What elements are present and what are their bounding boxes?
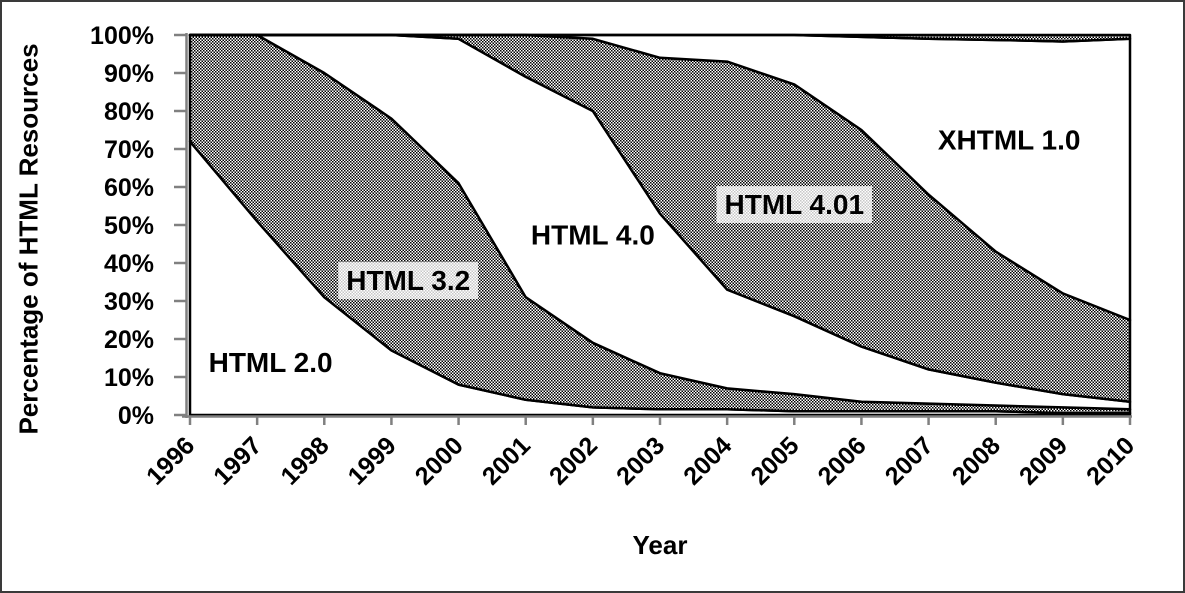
x-tick-label-2007: 2007	[880, 431, 939, 490]
region-label-box-html-3-2	[338, 262, 479, 300]
y-tick-label-60: 60%	[104, 174, 154, 202]
x-tick-label-1997: 1997	[208, 431, 267, 490]
y-tick-label-10: 10%	[104, 364, 154, 392]
region-label-html-4-0: HTML 4.0	[531, 220, 655, 251]
x-tick-label-2003: 2003	[611, 431, 670, 490]
x-tick-label-2004: 2004	[678, 431, 737, 490]
x-tick-label-2006: 2006	[813, 431, 872, 490]
region-label-xhtml-1-0: XHTML 1.0	[938, 125, 1081, 156]
x-tick-label-2009: 2009	[1014, 431, 1073, 490]
x-tick-label-2001: 2001	[477, 431, 536, 490]
region-label-box-html-4-01	[716, 186, 873, 224]
x-tick-label-1998: 1998	[275, 431, 334, 490]
area-unlabeled-top-sliver	[188, 33, 1132, 43]
x-tick-label-2010: 2010	[1081, 431, 1140, 490]
x-tick-label-2002: 2002	[544, 431, 603, 490]
x-tick-label-2005: 2005	[745, 431, 804, 490]
y-tick-label-100: 100%	[90, 22, 154, 50]
x-tick-label-1996: 1996	[141, 431, 200, 490]
y-axis-title: Percentage of HTML Resources	[13, 43, 44, 435]
region-label-html-4-01: HTML 4.01	[725, 189, 865, 220]
x-tick-label-2008: 2008	[947, 431, 1006, 490]
region-label-html-2-0: HTML 2.0	[209, 347, 333, 378]
y-tick-label-30: 30%	[104, 288, 154, 316]
x-axis-title: Year	[632, 530, 688, 560]
y-tick-label-50: 50%	[104, 212, 154, 240]
y-tick-label-0: 0%	[118, 402, 154, 430]
region-label-html-3-2: HTML 3.2	[346, 265, 470, 296]
y-tick-label-70: 70%	[104, 136, 154, 164]
x-tick-label-2000: 2000	[410, 431, 469, 490]
y-tick-label-20: 20%	[104, 326, 154, 354]
y-tick-label-40: 40%	[104, 250, 154, 278]
x-tick-label-1999: 1999	[343, 431, 402, 490]
y-tick-label-80: 80%	[104, 98, 154, 126]
y-tick-label-90: 90%	[104, 60, 154, 88]
